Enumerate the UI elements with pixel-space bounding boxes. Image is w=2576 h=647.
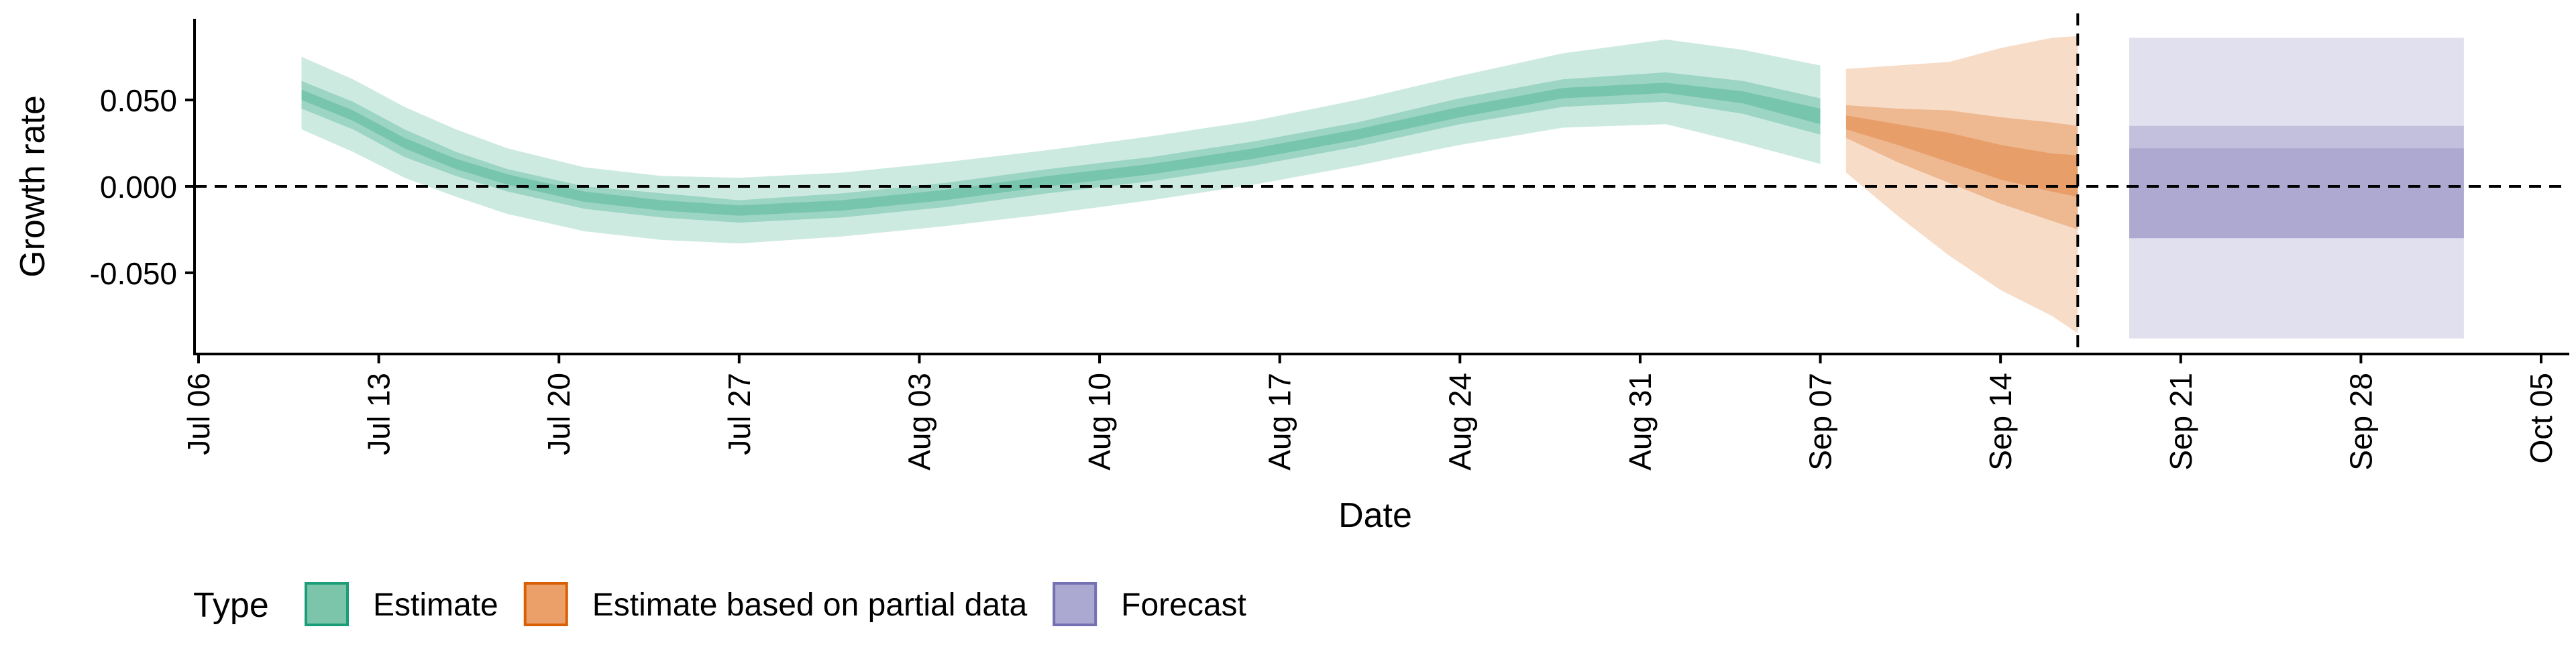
x-tick-label: Aug 10 [1082,373,1117,471]
series-forecast [2129,38,2464,338]
x-tick-label: Jul 13 [362,373,396,455]
legend-label: Forecast [1121,587,1246,623]
y-tick-label: 0.000 [100,170,177,204]
legend-entry: Estimate [306,583,498,625]
legend-label: Estimate based on partial data [592,587,1028,623]
x-tick-label: Aug 24 [1442,373,1477,471]
y-axis-ticks: 0.050 0.000 -0.050 [90,83,195,291]
legend-label: Estimate [373,587,498,623]
x-tick-label: Sep 21 [2163,373,2198,471]
x-tick-label: Aug 17 [1263,373,1297,471]
legend-swatch [525,583,567,625]
band-inner [2129,148,2464,238]
legend-swatch [1054,583,1095,625]
series-estimate [301,40,1820,243]
x-tick-label: Jul 20 [541,373,576,455]
y-tick-label: 0.050 [100,83,177,118]
x-tick-label: Aug 03 [902,373,936,471]
legend-entry: Estimate based on partial data [525,583,1028,625]
y-axis-title: Growth rate [13,95,52,278]
legend-entry: Forecast [1054,583,1246,625]
legend-title: Type [193,586,269,625]
x-tick-label: Sep 14 [1983,373,2018,471]
x-axis-ticks: Jul 06 Jul 13 Jul 20 Jul 27 Aug 03 Aug 10 Aug … [181,354,2559,471]
x-tick-label: Sep 07 [1803,373,1838,471]
series-estimate-based-on-partial-data [1846,36,2078,333]
x-tick-label: Jul 06 [181,373,216,455]
x-axis-title: Date [1338,496,1412,535]
legend: Type Estimate Estimate based on partial d… [193,583,1246,625]
x-tick-label: Aug 31 [1623,373,1658,471]
x-tick-label: Sep 28 [2343,373,2378,471]
band-outer [302,40,1821,243]
x-tick-label: Oct 05 [2524,373,2559,464]
x-tick-label: Jul 27 [722,373,757,455]
y-tick-label: -0.050 [90,256,177,291]
legend-swatch [306,583,347,625]
